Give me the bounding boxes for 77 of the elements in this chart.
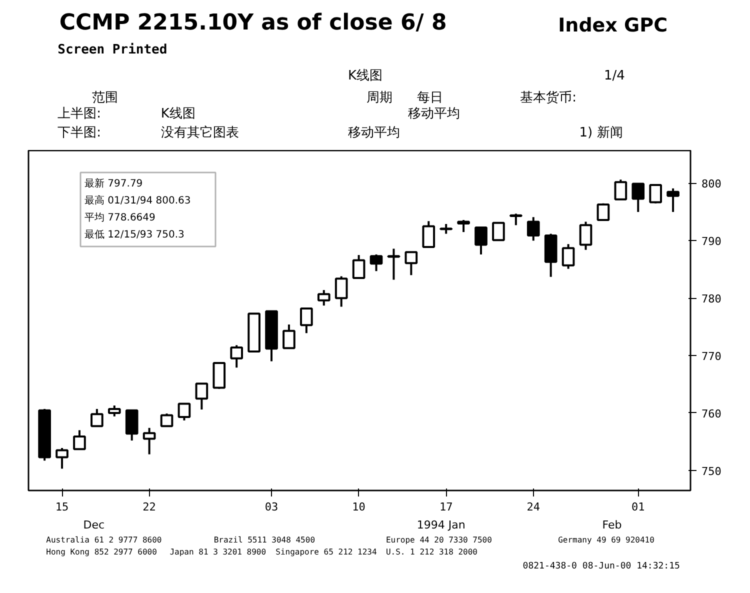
candlestick <box>457 218 470 234</box>
y-tick-label: 750 <box>702 464 722 478</box>
x-tick-label: 15 <box>55 500 69 514</box>
text: 没有其它图表 <box>160 124 239 140</box>
candlestick <box>614 178 628 200</box>
text: Germany 49 69 920410 <box>558 536 655 544</box>
candlestick <box>510 212 522 226</box>
text: K线图 <box>160 106 196 122</box>
candlestick <box>649 184 662 204</box>
candlestick <box>73 429 86 450</box>
y-tick-label: 770 <box>702 350 722 364</box>
candlestick <box>596 202 610 221</box>
candlestick <box>352 254 366 279</box>
candlestick <box>195 382 208 411</box>
candlestick <box>526 216 540 242</box>
annotation: 平均 778.6649 <box>84 212 156 224</box>
text: 上半图: <box>58 106 102 122</box>
candlestick <box>300 307 313 334</box>
x-tick-label: 24 <box>526 500 540 514</box>
text: Brazil 5511 3048 4500 <box>214 536 316 544</box>
candlestick <box>90 408 104 428</box>
text: K线图 <box>348 68 383 84</box>
candlestick <box>632 182 645 213</box>
annotation: 最高 01/31/94 800.63 <box>84 194 191 206</box>
x-tick-label: 03 <box>264 500 278 514</box>
candlestick <box>440 223 453 235</box>
x-tick-label: 01 <box>632 500 645 514</box>
candlestick <box>56 447 68 470</box>
text: 基本货币: <box>520 90 577 106</box>
y-tick-label: 780 <box>702 292 722 306</box>
y-tick-label: 760 <box>702 407 722 420</box>
y-tick-label: 790 <box>702 235 722 248</box>
text: Singapore 65 212 1234 <box>276 548 377 556</box>
text: Japan 81 3 3201 8900 <box>170 548 266 556</box>
candlestick <box>178 402 191 422</box>
text: Europe 44 20 7330 7500 <box>386 536 492 544</box>
candlestick <box>492 222 505 242</box>
candlestick <box>474 226 488 256</box>
text: Australia 61 2 9777 8600 <box>46 536 162 544</box>
text: 1994 Jan <box>416 518 466 532</box>
text: 周期 <box>366 90 393 106</box>
annotation: 最低 12/15/93 750.3 <box>84 230 184 240</box>
text: U.S. 1 212 318 2000 <box>386 548 478 556</box>
candlestick <box>160 412 174 428</box>
candlestick <box>125 408 138 442</box>
candlestick <box>108 404 121 418</box>
candlestick <box>666 187 680 213</box>
text: Feb <box>602 518 622 532</box>
y-tick-label: 800 <box>702 178 722 191</box>
candlestick <box>370 253 383 272</box>
x-tick-label: 17 <box>439 500 453 514</box>
candlestick <box>334 275 348 308</box>
text: 下半图: <box>58 126 102 140</box>
text: Hong Kong 852 2977 6000 <box>46 548 158 556</box>
candlestick <box>422 220 436 248</box>
text: 移动平均 <box>408 106 460 122</box>
candlestick <box>282 324 296 350</box>
candlestick <box>562 243 575 270</box>
chart-subtitle: Screen Printed <box>58 42 168 58</box>
candlestick <box>404 251 418 276</box>
text: Dec <box>83 518 105 532</box>
text: 0821-438-0 08-Jun-00 14:32:15 <box>522 562 680 572</box>
text: 移动平均 <box>348 126 400 140</box>
candlestick <box>387 248 400 281</box>
candlestick <box>142 426 156 456</box>
annotation: 最新 797.79 <box>84 178 143 190</box>
text: 范围 <box>92 90 118 106</box>
candlestick <box>317 289 330 307</box>
chart-title: CCMP 2215.10Y as of close 6/ 8 <box>59 10 447 36</box>
candlestick <box>579 220 592 251</box>
text: Index GPC <box>558 14 668 36</box>
x-tick-label: 10 <box>352 500 366 514</box>
text: 1/4 <box>604 68 625 84</box>
candlestick <box>230 344 244 369</box>
text: 每日 <box>416 90 443 106</box>
x-tick-label: 22 <box>142 500 156 514</box>
text: 1) 新闻 <box>579 126 623 140</box>
